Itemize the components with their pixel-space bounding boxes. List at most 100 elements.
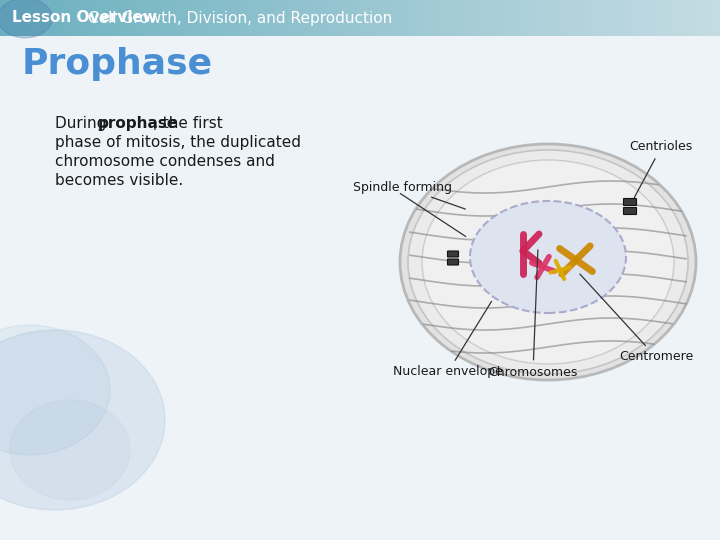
Bar: [520, 0, 521, 36]
Bar: [516, 0, 517, 36]
Bar: [397, 0, 398, 36]
Bar: [537, 0, 538, 36]
Bar: [602, 0, 603, 36]
Bar: [610, 0, 611, 36]
Bar: [450, 0, 451, 36]
Bar: [294, 0, 295, 36]
Bar: [379, 0, 380, 36]
Bar: [640, 0, 641, 36]
Bar: [56, 0, 57, 36]
Bar: [353, 0, 354, 36]
Bar: [616, 0, 617, 36]
Bar: [241, 0, 242, 36]
Ellipse shape: [10, 400, 130, 500]
Bar: [692, 0, 693, 36]
Bar: [288, 0, 289, 36]
Bar: [64, 0, 65, 36]
Bar: [89, 0, 90, 36]
Bar: [480, 0, 481, 36]
Bar: [630, 0, 631, 36]
Bar: [77, 0, 78, 36]
Bar: [695, 0, 696, 36]
Bar: [349, 0, 350, 36]
Bar: [603, 0, 604, 36]
Bar: [74, 0, 75, 36]
Bar: [591, 0, 592, 36]
Bar: [214, 0, 215, 36]
Bar: [419, 0, 420, 36]
Bar: [212, 0, 213, 36]
Text: Nuclear envelope: Nuclear envelope: [393, 301, 503, 379]
Bar: [484, 0, 485, 36]
Bar: [8, 0, 9, 36]
Bar: [649, 0, 650, 36]
Bar: [507, 0, 508, 36]
Text: chromosome condenses and: chromosome condenses and: [55, 154, 275, 169]
Ellipse shape: [422, 160, 674, 364]
Bar: [45, 0, 46, 36]
Bar: [44, 0, 45, 36]
Bar: [120, 0, 121, 36]
Bar: [505, 0, 506, 36]
Text: , the first: , the first: [153, 116, 222, 131]
Bar: [209, 0, 210, 36]
Bar: [587, 0, 588, 36]
Bar: [567, 0, 568, 36]
Bar: [673, 0, 674, 36]
Bar: [527, 0, 528, 36]
Bar: [358, 0, 359, 36]
Bar: [457, 0, 458, 36]
Bar: [149, 0, 150, 36]
Bar: [52, 0, 53, 36]
Bar: [597, 0, 598, 36]
Bar: [293, 0, 294, 36]
Bar: [208, 0, 209, 36]
Bar: [687, 0, 688, 36]
Bar: [500, 0, 501, 36]
Bar: [176, 0, 177, 36]
Bar: [377, 0, 378, 36]
Bar: [604, 0, 605, 36]
Bar: [275, 0, 276, 36]
Bar: [493, 0, 494, 36]
Bar: [409, 0, 410, 36]
Bar: [21, 0, 22, 36]
Bar: [497, 0, 498, 36]
Bar: [199, 0, 200, 36]
Bar: [509, 0, 510, 36]
Bar: [289, 0, 290, 36]
Bar: [631, 0, 632, 36]
Bar: [226, 0, 227, 36]
Bar: [40, 0, 41, 36]
Bar: [315, 0, 316, 36]
Bar: [514, 0, 515, 36]
Bar: [41, 0, 42, 36]
Bar: [617, 0, 618, 36]
Bar: [299, 0, 300, 36]
Bar: [173, 0, 174, 36]
Bar: [574, 0, 575, 36]
Bar: [273, 0, 274, 36]
Bar: [411, 0, 412, 36]
Bar: [424, 0, 425, 36]
Bar: [213, 0, 214, 36]
Bar: [122, 0, 123, 36]
Bar: [486, 0, 487, 36]
Bar: [407, 0, 408, 36]
Bar: [22, 0, 23, 36]
Text: Cell Growth, Division, and Reproduction: Cell Growth, Division, and Reproduction: [88, 10, 392, 25]
Bar: [309, 0, 310, 36]
Bar: [128, 0, 129, 36]
Bar: [392, 0, 393, 36]
Bar: [5, 0, 6, 36]
Bar: [221, 0, 222, 36]
Bar: [425, 0, 426, 36]
Bar: [489, 0, 490, 36]
Bar: [96, 0, 97, 36]
Bar: [265, 0, 266, 36]
Bar: [652, 0, 653, 36]
Bar: [564, 0, 565, 36]
Bar: [121, 0, 122, 36]
Bar: [375, 0, 376, 36]
Bar: [399, 0, 400, 36]
